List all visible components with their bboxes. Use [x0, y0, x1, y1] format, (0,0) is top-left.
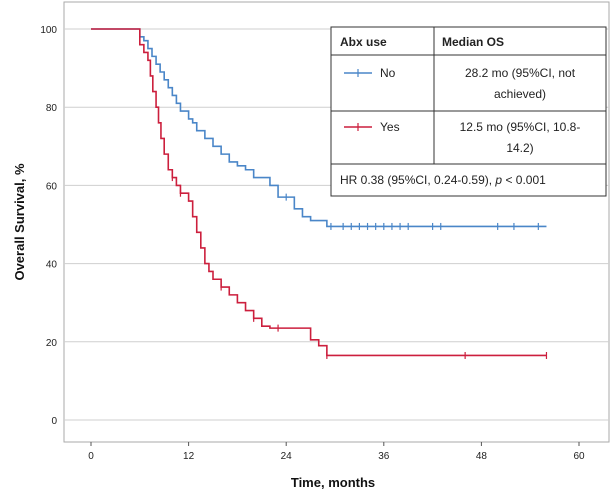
x-tick-label: 12: [183, 451, 195, 462]
x-tick-label: 60: [573, 451, 585, 462]
legend-footer-pvalue: < 0.001: [502, 173, 546, 187]
legend-footer-hr: HR 0.38 (95%CI, 0.24-0.59),: [340, 173, 495, 187]
plot-frame: [63, 1, 610, 443]
y-axis-title: Overall Survival, %: [12, 163, 27, 281]
x-tick-label: 0: [88, 451, 94, 462]
legend-median-no-line1: 28.2 mo (95%CI, not: [465, 66, 576, 80]
x-axis-title: Time, months: [291, 475, 375, 490]
legend-footer-p: p: [494, 173, 502, 187]
series-line-no: [91, 28, 547, 228]
legend-swatch-no: [344, 69, 372, 77]
series-line-yes: [91, 28, 547, 357]
x-tick-label: 48: [476, 451, 488, 462]
legend-median-no-line2: achieved): [494, 87, 546, 101]
legend-group-no: No: [380, 66, 396, 80]
y-tick-label: 40: [46, 260, 58, 271]
y-tick-label: 20: [46, 338, 58, 349]
x-tick-label: 36: [378, 451, 390, 462]
legend-median-yes-line1: 12.5 mo (95%CI, 10.8-: [460, 120, 581, 134]
legend-footer: HR 0.38 (95%CI, 0.24-0.59), p < 0.001: [340, 173, 546, 187]
legend-swatch-yes: [344, 123, 372, 131]
legend-median-yes-line2: 14.2): [506, 141, 533, 155]
legend-table: Abx use Median OS No 28.2 mo (95%CI, not…: [330, 26, 607, 197]
x-tick-labels: 0 12 24 36 48 60: [88, 442, 585, 462]
legend-header-median: Median OS: [442, 35, 504, 49]
legend-group-yes: Yes: [380, 120, 400, 134]
legend-header-group: Abx use: [340, 35, 387, 49]
y-tick-label: 60: [46, 181, 58, 192]
survival-curves: [91, 28, 548, 359]
y-tick-label: 80: [46, 103, 58, 114]
y-tick-label: 0: [51, 416, 57, 427]
x-tick-label: 24: [281, 451, 293, 462]
y-tick-labels: 0 20 40 60 80 100: [40, 25, 57, 427]
y-tick-label: 100: [40, 25, 57, 36]
